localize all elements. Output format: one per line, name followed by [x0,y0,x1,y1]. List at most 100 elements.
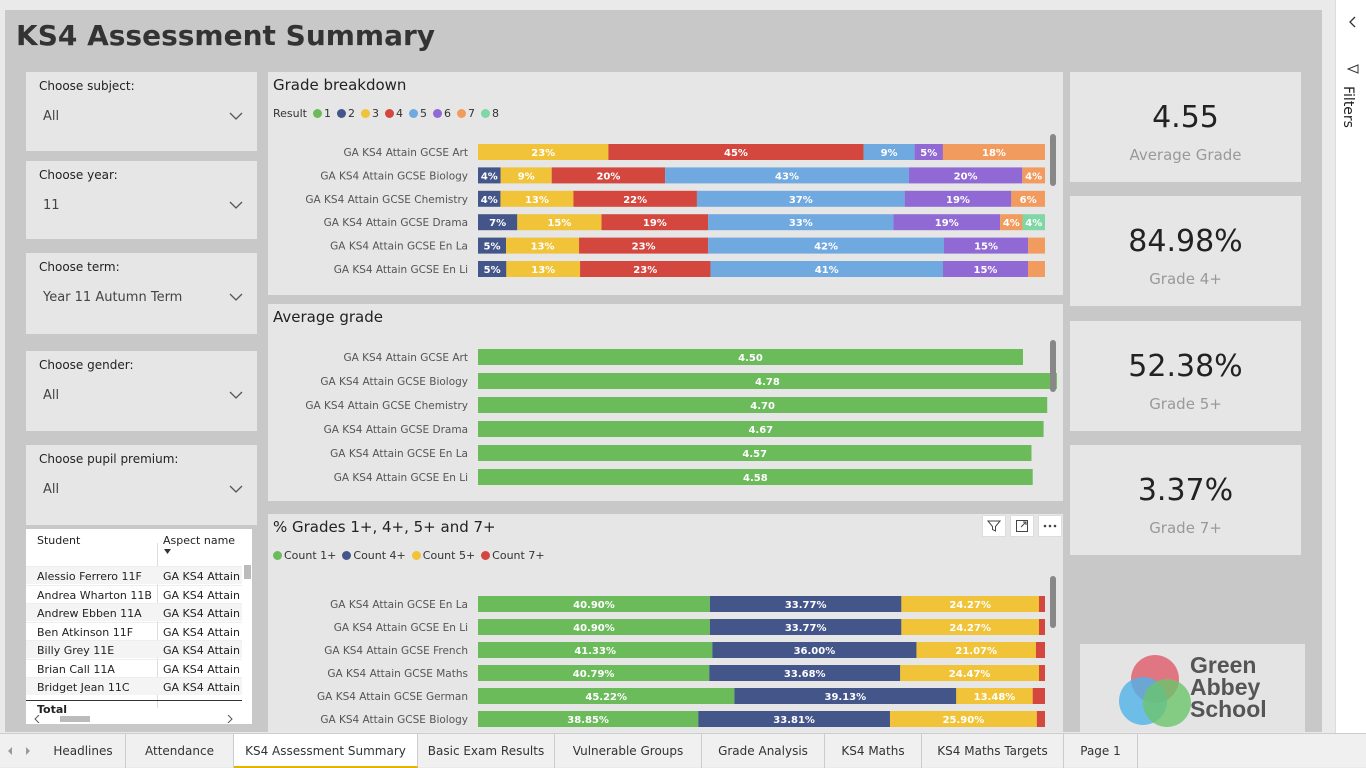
scroll-right-icon[interactable] [227,715,233,723]
tab-scroll-right-icon[interactable] [25,747,31,755]
table-row[interactable]: Andrea Wharton 11B GA KS4 Attain G( [26,584,243,603]
bar-segment[interactable] [506,261,581,277]
bar-segment[interactable] [551,167,666,184]
bar-segment[interactable] [478,261,507,277]
bar-segment[interactable] [1038,665,1045,681]
bar-segment[interactable] [901,596,1039,612]
horizontal-scrollbar[interactable] [60,716,90,722]
chevron-down-icon[interactable] [229,293,243,301]
bar-segment[interactable] [709,619,902,635]
bar-segment[interactable] [709,665,901,681]
table-row[interactable]: Andrew Ebben 11A GA KS4 Attain G( [26,603,243,621]
table-row[interactable]: Ben Atkinson 11F GA KS4 Attain G( [26,621,243,640]
bar-segment[interactable] [500,190,574,207]
focus-mode-icon[interactable] [1010,515,1034,537]
bar-segment[interactable] [1000,214,1023,231]
bar[interactable] [478,373,1057,389]
bar-segment[interactable] [1022,214,1045,231]
legend-item[interactable]: 3 [361,107,379,120]
gender-slicer[interactable]: Choose gender: All [26,351,257,431]
tab-headlines[interactable]: Headlines [41,734,126,768]
table-row[interactable]: Bridget Jean 11C GA KS4 Attain G( [26,677,243,695]
slicer-value[interactable]: All [43,388,60,403]
pupil-premium-slicer[interactable]: Choose pupil premium: All [26,445,257,525]
bar-segment[interactable] [708,214,894,231]
bar-segment[interactable] [900,665,1039,681]
chevron-down-icon[interactable] [229,112,243,120]
collapse-chevron-icon[interactable] [1348,16,1356,28]
chevron-down-icon[interactable] [229,201,243,209]
bar-segment[interactable] [1035,642,1045,658]
bar-segment[interactable] [893,214,1001,231]
bar-segment[interactable] [863,144,915,160]
legend-item[interactable]: Count 5+ [411,549,475,562]
bar-segment[interactable] [478,596,710,612]
tab-attendance[interactable]: Attendance [126,734,234,768]
bar-segment[interactable] [1038,596,1045,612]
scrollbar[interactable] [1050,340,1056,392]
bar[interactable] [478,349,1024,365]
column-header-aspect[interactable]: Aspect name [163,534,236,547]
table-row[interactable]: Alessio Ferrero 11F GA KS4 Attain G( [26,566,243,584]
slicer-value[interactable]: All [43,109,60,124]
bar-segment[interactable] [901,619,1039,635]
bar-segment[interactable] [665,167,909,184]
filter-pane[interactable]: Filters [1335,0,1366,735]
more-options-icon[interactable] [1038,515,1062,537]
bar-segment[interactable] [478,619,710,635]
bar-segment[interactable] [517,214,602,231]
bar-segment[interactable] [943,237,1029,254]
bar-segment[interactable] [708,237,944,254]
legend-item[interactable]: 8 [481,107,499,120]
table-row[interactable]: Billy Grey 11E GA KS4 Attain G( [26,640,243,658]
bar-segment[interactable] [942,261,1028,277]
bar[interactable] [478,445,1032,461]
bar-segment[interactable] [914,144,943,160]
bar-segment[interactable] [904,190,1012,207]
legend-item[interactable]: 7 [457,107,475,120]
bar-segment[interactable] [1032,688,1045,704]
bar-segment[interactable] [956,688,1033,704]
legend-item[interactable]: 2 [337,107,355,120]
table-row[interactable]: Brian Call 11A GA KS4 Attain G( [26,658,243,677]
legend-item[interactable]: 4 [385,107,403,120]
tab-ks4-maths[interactable]: KS4 Maths [825,734,922,768]
bar-segment[interactable] [942,144,1045,160]
bar-segment[interactable] [698,711,890,727]
bar-segment[interactable] [500,167,552,184]
tab-vulnerable-groups[interactable]: Vulnerable Groups [555,734,702,768]
scrollbar[interactable] [1050,134,1056,186]
year-slicer[interactable]: Choose year: 11 [26,161,257,239]
bar-segment[interactable] [573,190,697,207]
legend-item[interactable]: 1 [313,107,331,120]
filters-label[interactable]: Filters [1340,86,1356,128]
bar-segment[interactable] [712,642,917,658]
bar-segment[interactable] [916,642,1036,658]
bar-segment[interactable] [608,144,864,160]
bar-segment[interactable] [478,237,507,254]
tab-scroll-left-icon[interactable] [7,747,13,755]
legend-item[interactable]: Count 7+ [481,549,545,562]
tab-grade-analysis[interactable]: Grade Analysis [702,734,825,768]
bar-segment[interactable] [478,688,735,704]
slicer-value[interactable]: 11 [43,198,60,213]
bar-segment[interactable] [710,261,943,277]
scrollbar[interactable] [1050,576,1056,628]
legend-item[interactable]: 6 [433,107,451,120]
bar-segment[interactable] [734,688,957,704]
bar-segment[interactable] [1027,261,1045,277]
bar-segment[interactable] [478,214,518,231]
bar-segment[interactable] [478,144,609,160]
slicer-value[interactable]: All [43,482,60,497]
legend-item[interactable]: Count 1+ [273,549,336,562]
chevron-down-icon[interactable] [229,391,243,399]
bar[interactable] [478,421,1044,437]
chevron-down-icon[interactable] [229,485,243,493]
legend-item[interactable]: Count 4+ [342,549,406,562]
scroll-left-icon[interactable] [34,715,40,723]
bar-segment[interactable] [478,190,501,207]
tab-ks4-assessment-summary[interactable]: KS4 Assessment Summary [234,734,418,768]
tab-page-1[interactable]: Page 1 [1064,734,1138,768]
bar-segment[interactable] [1036,711,1045,727]
vertical-scrollbar[interactable] [244,565,251,579]
